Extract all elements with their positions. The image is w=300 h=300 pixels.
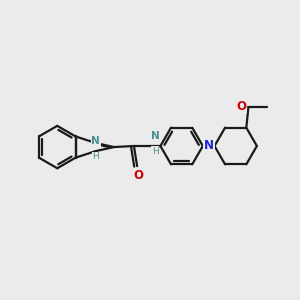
Text: O: O bbox=[236, 100, 246, 112]
Text: N: N bbox=[204, 140, 214, 152]
Text: N: N bbox=[151, 131, 160, 141]
Text: O: O bbox=[134, 169, 144, 182]
Text: H: H bbox=[152, 147, 158, 156]
Text: N: N bbox=[92, 136, 100, 146]
Text: H: H bbox=[92, 152, 99, 161]
